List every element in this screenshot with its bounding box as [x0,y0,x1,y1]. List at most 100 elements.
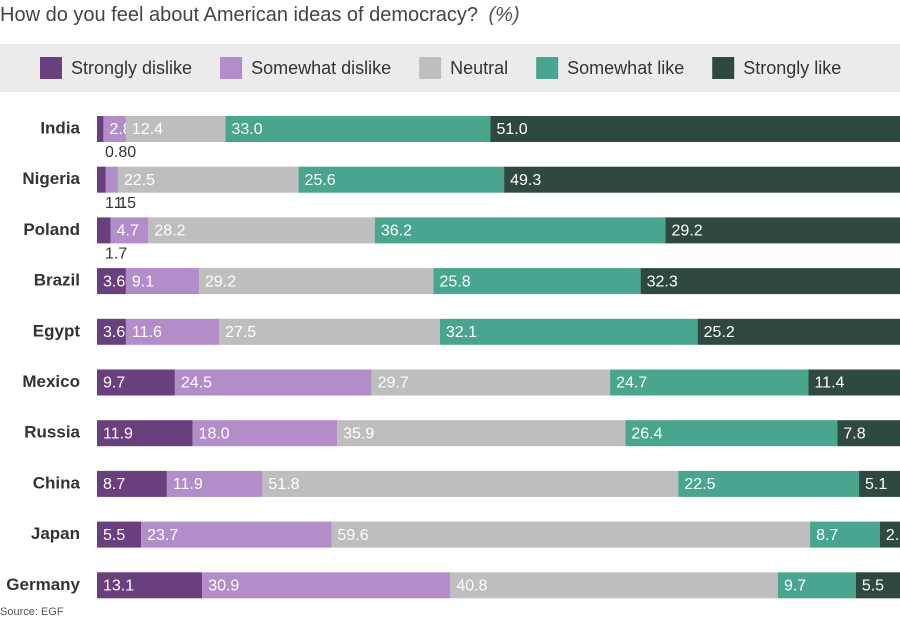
category-label: Japan [31,524,80,543]
bar-segment [148,217,375,244]
value-label: 51.0 [496,121,527,138]
bar-segment [117,166,299,193]
bar-segment [166,470,263,497]
value-label: 4.7 [117,223,139,240]
value-label: 12.4 [132,121,163,138]
bar-segment [141,521,332,548]
bar-segment [439,318,698,345]
bar-segment [97,116,104,142]
category-label: India [40,118,80,137]
value-label: 29.2 [672,223,703,240]
legend-label: Strongly dislike [71,58,192,78]
value-label: 11.6 [132,324,162,341]
category-label: Egypt [33,321,81,340]
bar-segment [625,420,838,447]
value-label: 11.9 [103,425,133,442]
value-label: 18.0 [199,425,230,442]
chart-unit: (%) [489,4,520,26]
bar-segment [125,116,226,142]
legend-label: Somewhat like [567,58,684,78]
value-label: 29.2 [205,273,236,290]
bar-segment [262,470,679,497]
bar-segment [97,521,142,548]
legend-label: Neutral [450,58,508,78]
legend-label: Somewhat dislike [251,58,391,78]
value-label: 24.7 [616,375,647,392]
category-label: Mexico [22,372,80,391]
value-label: 35.9 [343,425,374,442]
bar-segment [331,521,811,548]
value-label: 9.7 [103,375,125,392]
value-label: 29.7 [378,375,409,392]
value-label: 0.80 [105,144,136,161]
bar-segment [433,268,641,295]
value-label: 33.0 [231,121,262,138]
bar-segment [678,470,860,497]
bar-segment [374,217,666,244]
value-label: 1.1 [105,195,127,212]
value-label: 3.6 [103,273,125,290]
bar-segment [337,420,626,447]
value-label: 28.2 [154,223,185,240]
value-label: 11.4 [814,375,844,392]
value-label: 24.5 [181,375,212,392]
legend-background [0,44,900,92]
bar-segment [97,420,193,447]
value-label: 5.5 [103,527,125,544]
value-label: 3.6 [103,324,125,341]
bar-segment [110,217,149,244]
bar-segment [610,369,809,396]
bar-segment [97,166,106,193]
value-label: 22.5 [684,476,715,493]
value-label: 5.1 [865,476,887,493]
value-label: 59.6 [337,527,368,544]
bar-segment [97,572,203,599]
bar-segment [105,166,118,193]
value-label: 22.5 [124,172,155,189]
value-label: 40.8 [456,578,487,595]
value-label: 32.3 [647,273,678,290]
bar-segment [97,318,126,345]
value-label: 25.8 [439,273,470,290]
legend-label: Strongly like [743,58,841,78]
bar-segment [450,572,778,599]
value-label: 1.7 [105,246,127,263]
source: Source: EGF [0,606,64,617]
value-label: 23.7 [147,527,178,544]
bar-segment [125,318,220,345]
category-label: Brazil [34,271,80,290]
bar-segment [219,318,440,345]
category-label: Germany [6,575,80,594]
bar-segment [490,116,900,142]
bar-segment [97,217,111,244]
value-label: 2.5 [886,527,900,544]
value-label: 27.5 [225,324,256,341]
bar-segment [859,470,900,497]
category-label: Russia [24,423,80,442]
bar-segment [837,420,900,447]
bar-segment [125,268,199,295]
legend-swatch [712,57,735,79]
bar-segment [879,521,900,548]
bar-segment [192,420,338,447]
value-label: 5.5 [862,578,884,595]
bar-segment [225,116,491,142]
bar-segment [777,572,856,599]
value-label: 9.1 [132,273,154,290]
bar-segment [808,369,900,396]
bar-segment [198,268,434,295]
value-label: 8.7 [816,527,838,544]
bar-segment [504,166,900,193]
chart-title-group: How do you feel about American ideas of … [0,4,520,26]
value-label: 7.8 [843,425,865,442]
bar-segment [97,470,167,497]
bar-segment [665,217,900,244]
category-label: Nigeria [22,169,80,188]
value-label: 30.9 [208,578,239,595]
bar-segment [202,572,451,599]
bar-segment [97,268,126,295]
value-label: 13.1 [103,578,134,595]
category-label: China [33,473,81,492]
category-label: Poland [23,220,80,239]
